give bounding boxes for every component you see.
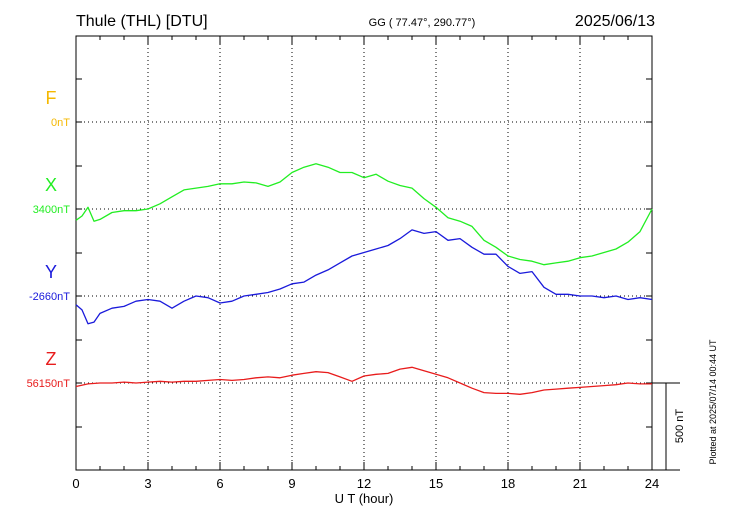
series-baseline-z: 56150nT	[27, 378, 71, 390]
series-baseline-x: 3400nT	[33, 204, 71, 216]
x-tick-label: 12	[357, 476, 371, 491]
x-tick-label: 15	[429, 476, 443, 491]
x-tick-labels: 0 3 6 9 12 15 18 21 24	[72, 476, 659, 491]
series-name-x: X	[45, 175, 57, 195]
x-tick-label: 3	[144, 476, 151, 491]
scale-bar-label: 500 nT	[674, 409, 686, 444]
series-name-y: Y	[45, 262, 57, 282]
x-tick-label: 21	[573, 476, 587, 491]
series-line-x	[75, 163, 653, 266]
x-tick-label: 24	[645, 476, 659, 491]
series-line-y	[75, 229, 653, 325]
x-axis-label: U T (hour)	[335, 491, 394, 506]
series-line-z	[75, 366, 652, 395]
x-tick-label: 6	[216, 476, 223, 491]
x-tick-label: 18	[501, 476, 515, 491]
series-baseline-f: 0nT	[51, 117, 70, 129]
plotted-timestamp: Plotted at 2025/07/14 00:44 UT	[708, 339, 718, 465]
grid-lines	[76, 36, 652, 470]
series-name-z: Z	[46, 349, 57, 369]
series-lines	[75, 163, 653, 395]
series-labels: F 0nT X 3400nT Y -2660nT Z 56150nT	[27, 88, 71, 390]
scale-bar: 500 nT	[652, 382, 686, 471]
axis-ticks	[75, 35, 653, 471]
series-baseline-y: -2660nT	[29, 291, 70, 303]
series-name-f: F	[46, 88, 57, 108]
plot-date: 2025/06/13	[575, 13, 655, 30]
station-title: Thule (THL) [DTU]	[76, 13, 208, 30]
station-coordinates: GG ( 77.47°, 290.77°)	[369, 17, 476, 29]
x-tick-label: 9	[288, 476, 295, 491]
x-tick-label: 0	[72, 476, 79, 491]
